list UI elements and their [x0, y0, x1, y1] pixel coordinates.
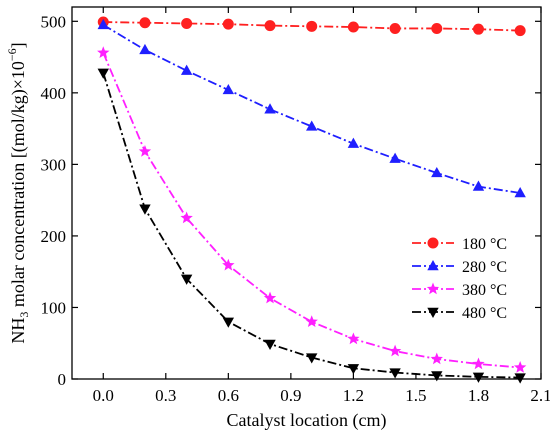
data-point-1-2 — [181, 65, 192, 75]
y-axis-title-post: ] — [8, 42, 28, 48]
data-point-2-5 — [306, 315, 318, 327]
data-point-2-6 — [347, 332, 359, 344]
data-point-2-9 — [472, 357, 484, 369]
data-point-0-3 — [223, 19, 233, 29]
series-2 — [97, 46, 526, 373]
data-point-3-3 — [223, 318, 234, 328]
data-point-0-7 — [390, 23, 400, 33]
data-point-1-9 — [473, 181, 484, 191]
series-3 — [98, 69, 526, 384]
data-point-0-10 — [515, 26, 525, 36]
legend-label-1: 280 °C — [462, 259, 507, 276]
data-point-2-1 — [139, 145, 151, 157]
data-point-0-5 — [307, 21, 317, 31]
data-point-3-1 — [139, 205, 150, 215]
y-tick-label-4: 400 — [41, 84, 67, 103]
legend-marker-2 — [427, 283, 439, 295]
data-point-0-4 — [265, 21, 275, 31]
legend: 180 °C 280 °C 380 °C 480 °C — [412, 236, 507, 322]
x-tick-label-0: 0.0 — [93, 386, 114, 405]
x-tick-label-3: 0.9 — [280, 386, 301, 405]
series-0 — [98, 17, 525, 36]
y-tick-label-0: 0 — [58, 370, 67, 389]
data-point-3-4 — [264, 340, 275, 350]
y-tick-label-5: 500 — [41, 12, 67, 31]
data-point-1-1 — [139, 44, 150, 54]
x-tick-label-1: 0.3 — [155, 386, 176, 405]
x-tick-label-7: 2.1 — [530, 386, 550, 405]
data-point-0-2 — [182, 18, 192, 28]
series-line-1 — [103, 25, 520, 193]
data-point-0-8 — [432, 23, 442, 33]
data-point-2-0 — [97, 46, 109, 58]
series-line-3 — [103, 73, 520, 378]
y-axis-title-mid: molar concentration [(mol/kg)×10 — [8, 61, 29, 312]
data-point-0-6 — [348, 22, 358, 32]
data-point-0-9 — [473, 24, 483, 34]
legend-label-0: 180 °C — [462, 236, 507, 253]
x-tick-label-6: 1.8 — [468, 386, 489, 405]
data-point-2-8 — [431, 352, 443, 364]
legend-item-1: 280 °C — [412, 259, 507, 276]
data-point-2-10 — [514, 361, 526, 373]
y-axis-title-pre: NH — [8, 318, 28, 344]
data-point-2-2 — [180, 212, 192, 224]
x-tick-label-2: 0.6 — [218, 386, 239, 405]
data-point-2-4 — [264, 292, 276, 304]
data-point-1-7 — [389, 153, 400, 163]
y-axis-title-sup: −6 — [5, 48, 19, 61]
x-axis-title: Catalyst location (cm) — [227, 410, 387, 431]
series-1 — [98, 19, 526, 197]
data-point-3-0 — [98, 69, 109, 79]
plot-frame — [72, 7, 541, 379]
y-axis-title: NH3 molar concentration [(mol/kg)×10−6] — [5, 42, 31, 343]
legend-label-3: 480 °C — [462, 305, 507, 322]
y-tick-label-3: 300 — [41, 155, 67, 174]
axes: 0.0 0.3 0.6 0.9 1.2 1.5 1.8 2.1 0 100 200 300 400 500 — [41, 7, 550, 405]
data-point-2-7 — [389, 345, 401, 357]
legend-item-2: 380 °C — [412, 282, 507, 299]
legend-item-0: 180 °C — [412, 236, 507, 253]
y-tick-label-1: 100 — [41, 298, 67, 317]
legend-item-3: 480 °C — [412, 305, 507, 322]
x-tick-label-4: 1.2 — [343, 386, 364, 405]
plot-marks — [97, 17, 526, 384]
x-tick-label-5: 1.5 — [405, 386, 426, 405]
legend-marker-0 — [428, 238, 438, 248]
y-tick-label-2: 200 — [41, 227, 67, 246]
legend-label-2: 380 °C — [462, 282, 507, 299]
data-point-0-1 — [140, 18, 150, 28]
